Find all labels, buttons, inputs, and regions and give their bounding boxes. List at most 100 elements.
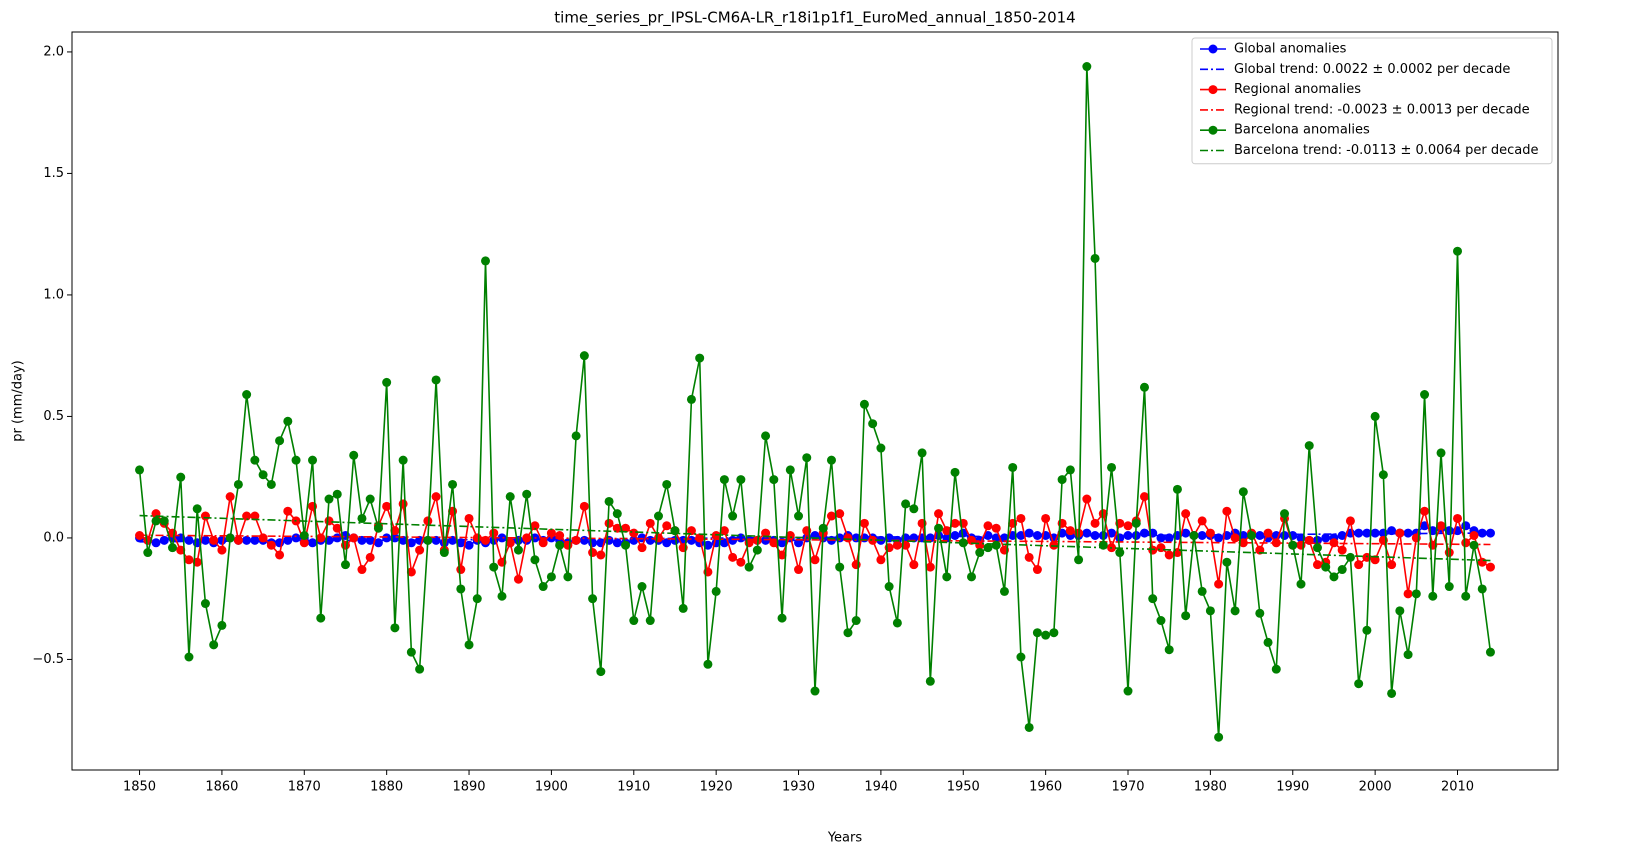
data-point [489,528,499,538]
x-tick-label: 1950 [947,780,980,795]
data-point [200,535,210,545]
data-point [291,455,301,465]
x-tick-label: 1990 [1276,780,1309,795]
data-point [1098,509,1108,519]
data-point [1312,560,1322,570]
data-point [884,582,894,592]
data-point [752,545,762,555]
data-point [851,616,861,626]
data-point [266,540,276,550]
x-tick-label: 1880 [370,780,403,795]
data-point [859,399,869,409]
data-point [761,431,771,441]
data-point [505,538,515,548]
data-point [785,465,795,475]
data-point [258,470,268,480]
data-point [736,475,746,485]
data-point [868,535,878,545]
data-point [1032,628,1042,638]
data-point [1008,462,1018,472]
legend-label: Regional trend: -0.0023 ± 0.0013 per dec… [1234,102,1530,117]
data-point [1123,686,1133,696]
data-point [332,523,342,533]
data-point [761,528,771,538]
data-point [1197,516,1207,526]
data-point [612,523,622,533]
data-point [983,543,993,553]
data-point [728,552,738,562]
data-point [645,616,655,626]
data-point [1362,625,1372,635]
data-point [678,603,688,613]
data-point [579,535,589,545]
data-point [1222,506,1232,516]
data-point [835,509,845,519]
data-point [192,504,202,514]
data-point [695,533,705,543]
data-point [308,538,318,548]
data-point [802,453,812,463]
data-point [991,540,1001,550]
data-point [645,535,655,545]
data-point [1420,506,1430,516]
data-point [439,548,449,558]
data-point [1345,552,1355,562]
data-point [1436,521,1446,531]
data-point [892,618,902,628]
data-point [925,562,935,572]
data-point [1461,591,1471,601]
data-point [719,475,729,485]
data-point [464,513,474,523]
data-point [1115,548,1125,558]
x-axis-label: Years [827,831,863,846]
data-point [1255,531,1265,541]
x-tick-label: 2010 [1441,780,1474,795]
data-point [1205,606,1215,616]
data-point [1362,528,1372,538]
data-point [662,479,672,489]
data-point [909,504,919,514]
data-point [794,565,804,575]
data-point [382,533,392,543]
data-point [332,489,342,499]
data-point [958,528,968,538]
data-point [349,450,359,460]
data-point [209,640,219,650]
data-point [151,538,161,548]
data-point [925,676,935,686]
data-point [662,538,672,548]
x-tick-label: 1940 [864,780,897,795]
data-point [390,623,400,633]
data-point [1312,543,1322,553]
data-point [546,572,556,582]
data-point [299,531,309,541]
data-point [1172,484,1182,494]
data-point [1387,688,1397,698]
data-point [942,572,952,582]
data-point [1469,531,1479,541]
data-point [703,659,713,669]
data-point [818,523,828,533]
data-point [1214,579,1224,589]
data-point [1477,557,1487,567]
data-point [1214,533,1224,543]
data-point [950,531,960,541]
data-point [258,533,268,543]
data-point [233,479,243,489]
data-point [1082,62,1092,72]
data-point [826,455,836,465]
legend-label: Global trend: 0.0022 ± 0.0002 per decade [1234,62,1510,77]
data-point [629,528,639,538]
legend-label: Regional anomalies [1234,82,1361,97]
data-point [456,538,466,548]
data-point [176,472,186,482]
data-point [950,518,960,528]
data-point [662,521,672,531]
data-point [1024,552,1034,562]
data-point [464,540,474,550]
legend-marker [1208,125,1218,135]
data-point [365,552,375,562]
data-point [505,492,515,502]
data-point [596,667,606,677]
data-point [999,586,1009,596]
